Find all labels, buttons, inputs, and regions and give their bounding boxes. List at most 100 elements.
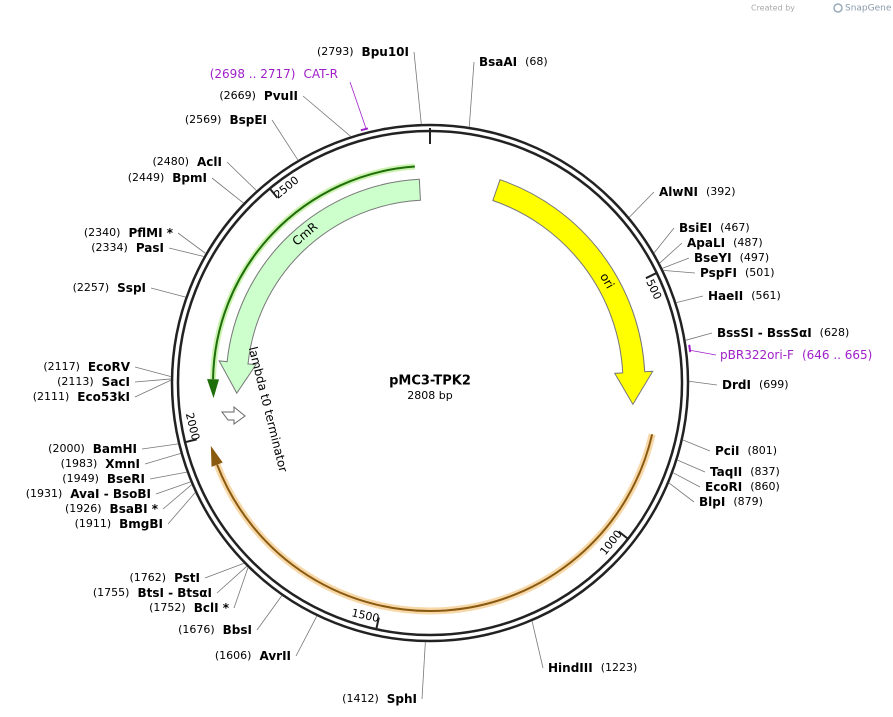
enzyme-label: (2113) SacI (57, 375, 130, 389)
enzyme-leader (177, 232, 206, 254)
credit: Created by (751, 4, 795, 13)
enzyme-name: BpmI (172, 171, 207, 185)
enzyme-leader (149, 471, 187, 480)
cmr-line (212, 165, 415, 380)
enzyme-label: (2111) Eco53kI (33, 390, 130, 404)
enzyme-label: (1412) SphI (342, 692, 417, 706)
enzyme-position: (1926) (65, 502, 102, 515)
enzyme-position: (1676) (178, 623, 215, 636)
backbone-outer (170, 123, 690, 643)
enzyme-position: (2669) (219, 89, 256, 102)
enzyme-leader (672, 472, 701, 488)
enzyme-position: (2111) (33, 390, 70, 403)
enzyme-leader (531, 620, 544, 669)
enzyme-label: (1911) BmgBI (75, 517, 163, 531)
enzyme-name: BspEI (229, 113, 267, 127)
enzyme-leader (653, 227, 675, 254)
enzyme-label: PspFI (501) (700, 266, 775, 280)
enzyme-position: (2117) (43, 360, 80, 373)
enzyme-leader (168, 247, 205, 257)
enzyme-leader (226, 161, 257, 191)
enzyme-position: (2449) (128, 171, 165, 184)
enzyme-name: Eco53kI (77, 390, 130, 404)
enzyme-leader (413, 51, 422, 125)
enzyme-leader (628, 191, 655, 218)
enzyme-leader (141, 443, 179, 450)
enzyme-leader (271, 119, 299, 161)
enzyme-position: (487) (733, 236, 763, 249)
enzyme-position: (1606) (215, 649, 252, 662)
enzyme-name: ApaLI (687, 236, 725, 250)
enzyme-leader (155, 481, 191, 495)
enzyme-name: BssSI - BssSαI (717, 326, 812, 340)
ruler-label: 2000 (183, 411, 202, 441)
enzyme-label: EcoRI (860) (705, 480, 780, 494)
enzyme-name: PasI (136, 241, 164, 255)
enzyme-leader (302, 95, 351, 137)
enzyme-name: BamHI (93, 442, 137, 456)
enzyme-position: (860) (750, 480, 780, 493)
enzyme-label: AlwNI (392) (659, 185, 736, 199)
brand-logo (833, 3, 843, 13)
enzyme-label: ApaLI (487) (687, 236, 763, 250)
enzyme-name: AlwNI (659, 185, 698, 199)
enzyme-position: (879) (733, 495, 763, 508)
enzyme-position: (1762) (129, 571, 166, 584)
enzyme-name: BbsI (223, 623, 252, 637)
enzyme-leader (663, 270, 696, 274)
enzyme-label: (1949) BseRI (62, 472, 145, 486)
orange-line (216, 434, 654, 612)
enzyme-position: (561) (751, 289, 781, 302)
ruler-tick (617, 530, 629, 540)
ori-feature (492, 179, 654, 406)
ruler-tick (184, 438, 197, 444)
primer-leader (689, 349, 717, 356)
enzyme-leader (216, 565, 248, 594)
enzyme-name: PciI (715, 444, 740, 458)
enzyme-leader (468, 61, 475, 128)
enzyme-name: XmnI (105, 457, 140, 471)
enzyme-label: BlpI (879) (699, 495, 763, 509)
enzyme-leader (688, 380, 718, 386)
enzyme-leader (144, 453, 181, 465)
enzyme-name: BseYI (694, 251, 732, 265)
ruler-label: 1500 (350, 606, 380, 625)
enzyme-name: HindIII (548, 661, 593, 675)
ori-label: ori (597, 270, 617, 291)
enzyme-name: EcoRI (705, 480, 742, 494)
enzyme-name: BlpI (699, 495, 725, 509)
enzyme-label: PciI (801) (715, 444, 777, 458)
enzyme-name: BclI * (194, 601, 230, 615)
enzyme-name: AclI (197, 155, 222, 169)
enzyme-label: HaeII (561) (708, 289, 781, 303)
enzyme-name: AvrII (259, 649, 291, 663)
enzyme-label: (2449) BpmI (128, 171, 207, 185)
enzyme-name: PvuII (264, 89, 298, 103)
enzyme-position: (837) (750, 465, 780, 478)
enzyme-label: HindIII (1223) (548, 661, 637, 675)
enzyme-label: (1676) BbsI (178, 623, 252, 637)
primer-label: pBR322ori-F (646 .. 665) (720, 348, 872, 362)
enzyme-leader (233, 567, 249, 609)
enzyme-position: (699) (759, 378, 789, 391)
enzyme-leader (256, 595, 283, 631)
enzyme-label: (1755) BtsI - BtsαI (93, 586, 212, 600)
orange-line-head (210, 445, 223, 467)
enzyme-label: BsaAI (68) (479, 55, 548, 69)
brand: SnapGene (845, 4, 892, 14)
enzyme-leader (421, 641, 426, 700)
enzyme-position: (801) (748, 444, 778, 457)
enzyme-name: SspI (117, 281, 146, 295)
enzyme-position: (2480) (152, 155, 189, 168)
enzyme-label: (2257) SspI (73, 281, 146, 295)
enzyme-leader (134, 379, 172, 398)
enzyme-name: DrdI (722, 378, 751, 392)
ruler-tick (645, 272, 658, 280)
enzyme-label: (1606) AvrII (215, 649, 291, 663)
enzyme-label: BssSI - BssSαI (628) (717, 326, 849, 340)
primer-mark (360, 127, 369, 132)
cmr-feature (218, 178, 421, 395)
enzyme-name: EcoRV (88, 360, 131, 374)
